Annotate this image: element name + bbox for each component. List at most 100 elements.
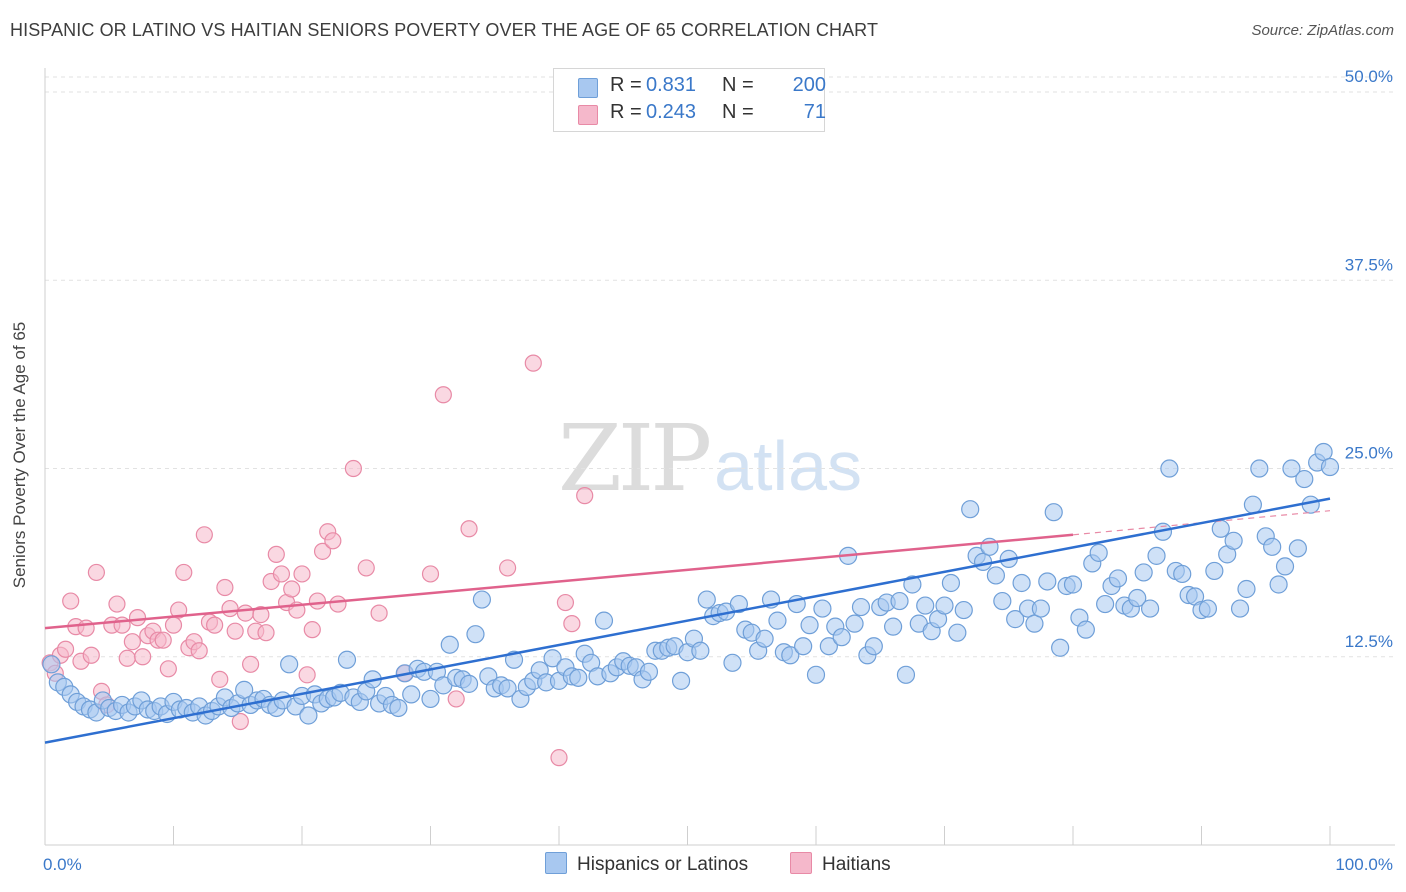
hispanics-trend-line — [44, 497, 1331, 744]
hispanics-point — [794, 637, 813, 656]
hispanics-point — [697, 590, 716, 609]
haitians-point — [190, 642, 208, 660]
hispanics-point — [1198, 599, 1218, 618]
source-label: Source: ZipAtlas.com — [1251, 22, 1394, 39]
hispanics-point — [993, 591, 1012, 611]
haitians-point — [434, 386, 452, 404]
hispanics-point — [1063, 575, 1083, 594]
hispanics-point — [890, 591, 909, 611]
hispanics-point — [671, 671, 691, 690]
hispanics-point — [883, 617, 903, 636]
haitians-point — [344, 459, 362, 478]
haitians-point — [118, 649, 136, 667]
haitians-point — [82, 646, 100, 664]
hispanics-point — [1295, 469, 1314, 489]
hispanics-point — [389, 698, 408, 718]
hispanics-point — [781, 646, 800, 665]
haitians-point — [329, 595, 347, 613]
legend-r-value: 0.243 — [646, 101, 697, 123]
haitians-point — [293, 565, 311, 583]
hispanics-point — [1320, 457, 1340, 477]
hispanics-point — [1089, 543, 1108, 562]
haitians-point — [283, 580, 301, 598]
hispanics-point — [845, 614, 864, 633]
chart-title: HISPANIC OR LATINO VS HAITIAN SENIORS PO… — [10, 20, 879, 40]
haitians-point — [175, 563, 193, 582]
legend-label-haitians: Haitians — [822, 854, 891, 875]
hispanics-point — [1051, 638, 1070, 657]
hispanics-point — [1140, 599, 1160, 618]
hispanics-point — [1275, 557, 1295, 576]
hispanics-point — [896, 665, 916, 684]
haitians-point — [164, 616, 183, 634]
stats-legend: R = 0.831 N = 200 R = 0.243 N = 71 — [553, 68, 826, 132]
hispanics-point — [1044, 503, 1063, 522]
haitians-point — [499, 559, 517, 577]
hispanics-point — [472, 590, 491, 609]
hispanics-point — [864, 637, 883, 656]
haitians-point — [226, 622, 244, 640]
hispanics-point — [1128, 588, 1147, 608]
legend-swatch-pink — [578, 105, 598, 125]
hispanics-point — [723, 653, 742, 672]
axes — [44, 68, 1395, 846]
hispanics-point — [973, 552, 993, 571]
hispanics-point — [851, 597, 871, 617]
hispanics-point — [948, 623, 967, 642]
hispanics-point — [903, 575, 922, 594]
hispanics-point — [1134, 563, 1153, 582]
hispanics-point — [941, 573, 961, 593]
hispanics-point — [1269, 575, 1288, 594]
haitians-point — [524, 354, 542, 372]
haitians-point — [357, 559, 375, 577]
legend-swatch-blue — [545, 852, 567, 874]
hispanics-point — [1205, 561, 1224, 581]
y-tick-label: 37.5% — [1345, 255, 1393, 274]
hispanics-point — [1108, 569, 1128, 588]
haitians-point — [272, 565, 291, 583]
hispanics-point — [691, 641, 710, 660]
hispanics-point — [832, 628, 851, 647]
hispanics-point — [1160, 459, 1179, 478]
hispanics-point — [1173, 564, 1192, 584]
hispanics-point — [1025, 614, 1044, 633]
hispanics-point — [1006, 610, 1025, 629]
legend-swatch-pink — [790, 852, 812, 874]
hispanics-point — [1250, 459, 1269, 478]
haitians-point — [556, 593, 575, 612]
hispanics-point — [1288, 539, 1307, 558]
legend-r-label: R = — [610, 101, 642, 123]
haitians-point — [170, 601, 188, 619]
haitians-point — [211, 670, 229, 688]
haitians-points — [41, 354, 594, 767]
haitians-point — [252, 605, 270, 624]
haitians-point — [231, 712, 249, 731]
haitians-point — [195, 526, 213, 544]
haitians-point — [324, 532, 342, 550]
legend-item-haitians[interactable]: Haitians — [790, 852, 891, 876]
hispanics-point — [1147, 546, 1166, 565]
hispanics-point — [639, 662, 659, 681]
hispanics-point — [755, 629, 774, 648]
hispanics-point — [729, 594, 749, 614]
haitians-point — [154, 631, 172, 649]
hispanics-point — [1076, 620, 1095, 639]
hispanics-point — [235, 680, 254, 699]
haitians-point — [62, 592, 80, 610]
haitians-point — [576, 487, 594, 505]
hispanics-point — [1211, 519, 1230, 538]
haitians-point — [206, 616, 224, 634]
hispanics-point — [954, 600, 973, 620]
hispanics-point — [1282, 459, 1301, 478]
legend-r-value: 0.831 — [646, 74, 697, 96]
hispanics-point — [1243, 495, 1263, 514]
hispanics-point — [299, 706, 318, 725]
haitians-point — [128, 609, 147, 627]
legend-item-hispanics[interactable]: Hispanics or Latinos — [545, 852, 748, 876]
hispanics-point — [1031, 599, 1050, 618]
legend-r-label: R = — [610, 74, 642, 96]
haitians-point — [460, 520, 478, 538]
hispanics-point — [806, 665, 826, 684]
hispanics-point — [1237, 579, 1256, 599]
